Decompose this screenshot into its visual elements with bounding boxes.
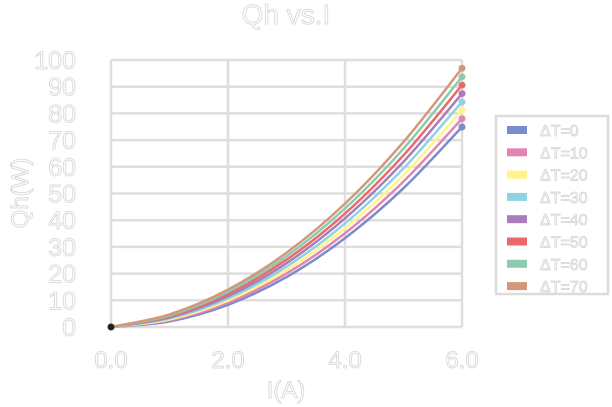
legend-label: ΔT=70 xyxy=(540,279,588,296)
y-tick-label: 90 xyxy=(48,74,76,102)
series-lines xyxy=(107,64,466,331)
series-end-marker xyxy=(458,81,466,89)
y-tick-label: 70 xyxy=(48,127,76,155)
series-end-marker xyxy=(458,98,466,106)
x-tick-label: 2.0 xyxy=(211,347,244,374)
y-axis-label: Qh(W) xyxy=(7,158,34,229)
series-line-7 xyxy=(110,67,463,329)
series-end-marker xyxy=(458,106,466,114)
y-tick-label: 0 xyxy=(62,314,76,342)
legend-label: ΔT=50 xyxy=(540,235,588,252)
series-end-marker xyxy=(458,115,466,123)
origin-marker xyxy=(107,323,115,331)
chart-title: Qh vs.I xyxy=(242,0,331,30)
series-end-marker xyxy=(458,90,466,98)
legend-label: ΔT=20 xyxy=(540,168,588,185)
y-tick-label: 10 xyxy=(48,287,76,315)
x-tick-label: 6.0 xyxy=(445,347,478,374)
legend-swatch xyxy=(507,126,527,134)
legend-label: ΔT=0 xyxy=(540,123,579,140)
legend-label: ΔT=60 xyxy=(540,257,588,274)
y-tick-label: 60 xyxy=(48,154,76,182)
legend-label: ΔT=40 xyxy=(540,212,588,229)
series-end-marker xyxy=(458,73,466,81)
legend-swatch xyxy=(507,170,527,179)
legend-label: ΔT=30 xyxy=(540,190,588,207)
x-tick-label: 0.0 xyxy=(94,347,127,374)
series-line-4 xyxy=(110,92,463,329)
y-tick-label: 40 xyxy=(48,207,76,235)
x-tick-label: 4.0 xyxy=(328,347,361,374)
legend-label: ΔT=10 xyxy=(540,145,588,162)
y-tick-label: 30 xyxy=(48,234,76,262)
series-end-marker xyxy=(458,123,466,131)
y-tick-label: 80 xyxy=(48,100,76,128)
legend-swatch xyxy=(507,282,527,291)
y-tick-label: 20 xyxy=(48,261,76,289)
x-axis-label: I(A) xyxy=(267,377,306,404)
legend-swatch xyxy=(507,237,527,246)
series-line-5 xyxy=(110,84,463,329)
legend-swatch xyxy=(507,215,527,224)
y-tick-label: 50 xyxy=(48,181,76,209)
legend: ΔT=0 ΔT=10 ΔT=20 ΔT=30 ΔT=40 ΔT=50 ΔT=60 ΔT=70 xyxy=(494,114,610,297)
legend-swatch xyxy=(507,192,527,201)
legend-swatch xyxy=(507,148,527,157)
legend-swatch xyxy=(507,259,527,268)
grid xyxy=(109,58,464,329)
y-tick-label: 100 xyxy=(34,47,76,75)
series-end-marker xyxy=(458,64,466,72)
